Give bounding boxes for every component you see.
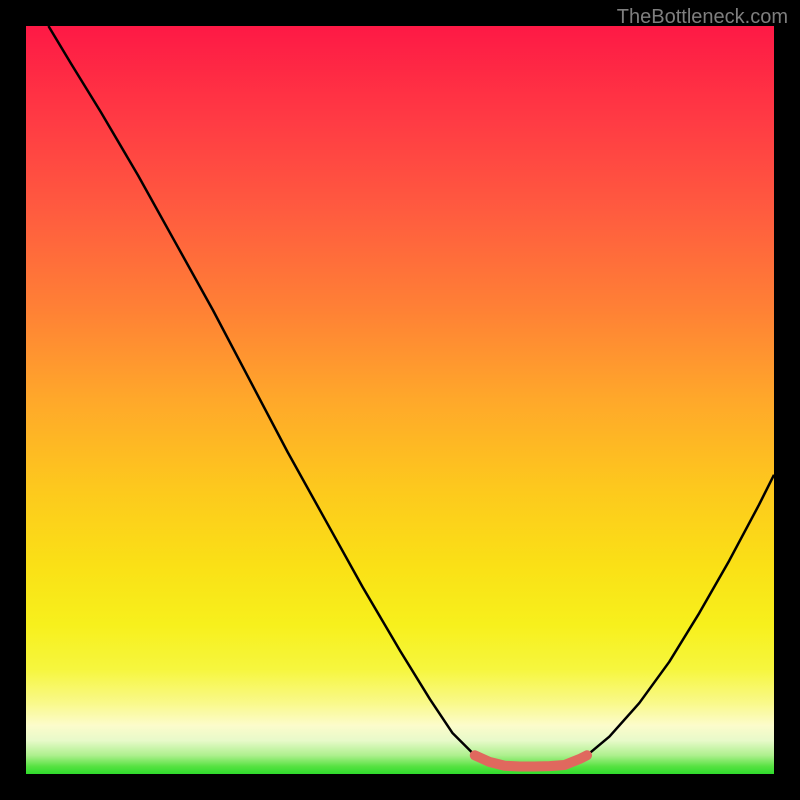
plot-gradient	[26, 26, 774, 774]
bottleneck-chart	[0, 0, 800, 800]
watermark-text: TheBottleneck.com	[617, 6, 788, 29]
chart-container: TheBottleneck.com	[0, 0, 800, 800]
